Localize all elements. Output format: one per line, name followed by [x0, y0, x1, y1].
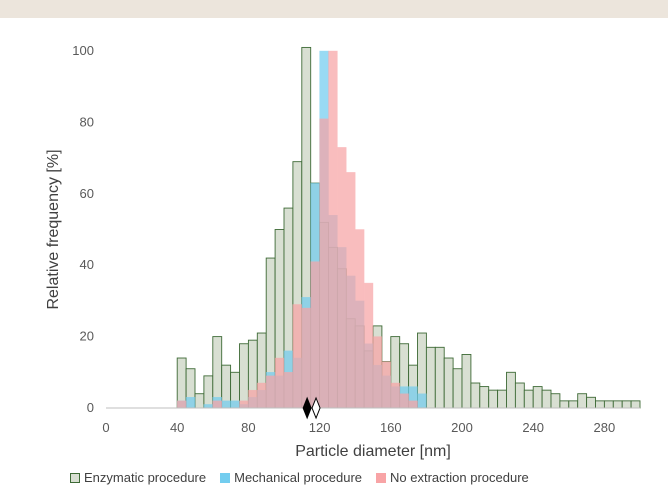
bar-enzymatic — [452, 368, 463, 409]
bar-enzymatic — [461, 354, 472, 409]
bar-enzymatic — [497, 389, 507, 409]
y-tick-labels: 0 20 40 60 80 100 — [72, 43, 94, 415]
bar-mechanical — [221, 400, 231, 409]
diamond-marker — [302, 396, 312, 420]
bar-no-extraction — [248, 389, 258, 409]
legend-swatch-mechanical — [220, 472, 231, 483]
legend-item-enzymatic: Enzymatic procedure — [70, 470, 206, 485]
bar-no-extraction — [355, 229, 365, 409]
bar-no-extraction — [257, 382, 267, 409]
y-tick-label: 100 — [72, 43, 94, 58]
diamond-marker — [311, 396, 321, 420]
bar-enzymatic — [425, 346, 436, 409]
histogram-chart: 0 20 40 60 80 100 0 40 80 120 160 200 240 280 Partic… — [45, 43, 641, 460]
header-band — [0, 0, 668, 18]
bar-no-extraction — [176, 400, 187, 409]
bar-enzymatic — [621, 400, 632, 409]
bar-enzymatic — [541, 389, 552, 409]
legend-swatch-enzymatic — [70, 472, 80, 483]
bar-enzymatic — [630, 400, 641, 409]
y-axis-title: Relative frequency [%] — [45, 149, 62, 309]
x-tick-label: 160 — [380, 420, 402, 435]
bar-enzymatic — [612, 400, 623, 409]
bar-enzymatic — [176, 357, 187, 409]
x-tick-label: 80 — [241, 420, 255, 435]
y-tick-label: 20 — [80, 329, 94, 344]
x-tick-label: 40 — [170, 420, 184, 435]
bar-no-extraction — [301, 307, 311, 409]
bar-no-extraction — [372, 336, 383, 409]
bar-no-extraction — [283, 372, 294, 409]
bar-enzymatic — [434, 346, 445, 409]
bar-enzymatic — [479, 386, 490, 409]
legend-item-mechanical: Mechanical procedure — [220, 470, 362, 485]
legend-swatch-no-extraction — [376, 472, 387, 483]
bar-enzymatic — [239, 343, 249, 409]
bar-enzymatic — [586, 396, 596, 409]
series-enzymatic — [176, 46, 641, 409]
bar-enzymatic — [603, 400, 614, 409]
bar-mechanical — [230, 400, 240, 409]
x-tick-labels: 0 40 80 120 160 200 240 280 — [102, 420, 615, 435]
bar-no-extraction — [292, 304, 302, 409]
bar-enzymatic — [568, 400, 579, 409]
bar-enzymatic — [559, 400, 570, 409]
bar-no-extraction — [319, 118, 329, 409]
bar-no-extraction — [274, 357, 285, 409]
bar-enzymatic — [514, 382, 525, 409]
bar-layer — [176, 46, 641, 409]
bar-no-extraction — [363, 282, 374, 409]
bar-enzymatic — [203, 375, 214, 409]
bar-no-extraction — [212, 400, 222, 409]
bar-enzymatic — [577, 393, 588, 409]
x-tick-label: 0 — [102, 420, 109, 435]
bar-enzymatic — [532, 386, 543, 409]
y-tick-label: 40 — [80, 257, 94, 272]
bar-enzymatic — [194, 393, 205, 409]
bar-enzymatic — [470, 382, 481, 409]
bar-mechanical — [185, 397, 196, 409]
legend-item-no-extraction: No extraction procedure — [376, 470, 529, 485]
x-tick-label: 280 — [594, 420, 616, 435]
bar-no-extraction — [310, 261, 320, 409]
bar-no-extraction — [266, 375, 276, 409]
legend-label-no-extraction: No extraction procedure — [390, 470, 529, 485]
x-tick-label: 240 — [522, 420, 544, 435]
y-tick-label: 60 — [80, 186, 94, 201]
bar-no-extraction — [239, 400, 249, 409]
bar-mechanical — [203, 404, 213, 409]
bar-enzymatic — [523, 389, 534, 409]
x-tick-label: 120 — [309, 420, 331, 435]
bar-no-extraction — [408, 400, 418, 409]
diameter-markers — [302, 396, 321, 420]
bar-no-extraction — [337, 147, 347, 409]
bar-mechanical — [417, 393, 427, 409]
y-tick-label: 80 — [80, 114, 94, 129]
bar-enzymatic — [550, 393, 561, 409]
bar-no-extraction — [390, 382, 400, 409]
x-axis-title: Particle diameter [nm] — [295, 443, 451, 460]
y-tick-label: 0 — [87, 400, 94, 415]
bar-no-extraction — [399, 393, 409, 409]
bar-no-extraction — [381, 361, 391, 409]
x-tick-label: 200 — [451, 420, 473, 435]
bar-no-extraction — [346, 172, 356, 409]
bar-enzymatic — [488, 389, 499, 409]
bar-enzymatic — [506, 371, 516, 409]
bar-enzymatic — [595, 400, 605, 409]
series-no-extraction — [176, 50, 418, 409]
legend: Enzymatic procedure Mechanical procedure… — [70, 470, 529, 485]
bar-no-extraction — [328, 50, 338, 409]
bar-enzymatic — [443, 357, 454, 409]
legend-label-mechanical: Mechanical procedure — [234, 470, 363, 485]
legend-label-enzymatic: Enzymatic procedure — [84, 470, 207, 485]
